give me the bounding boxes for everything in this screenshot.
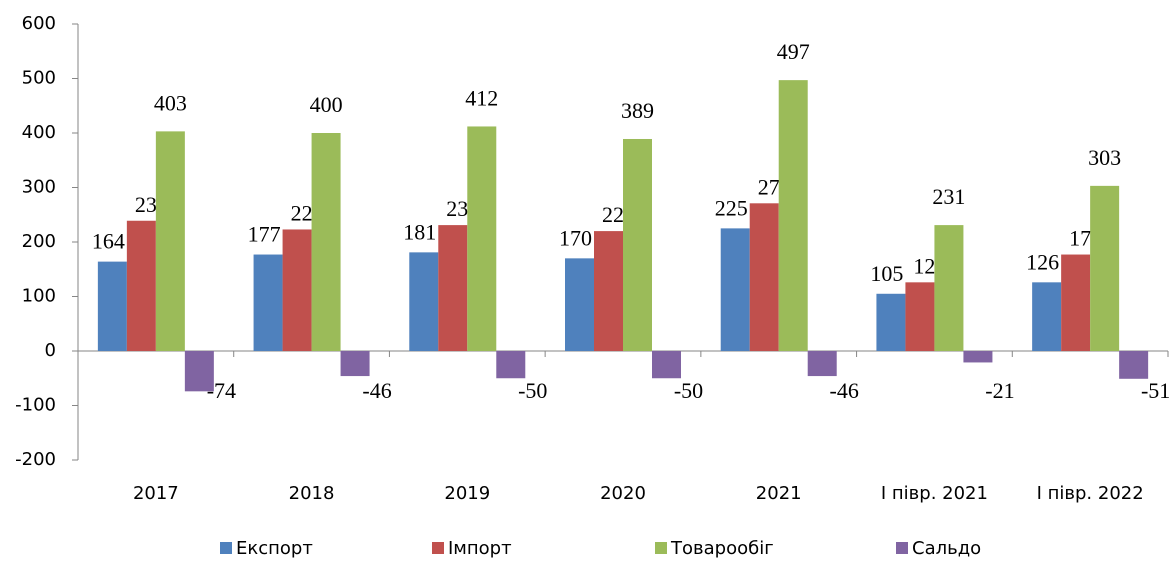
legend-label: Товарообіг [670,538,774,559]
data-label: 403 [154,90,187,115]
x-tick-label: 2018 [289,483,335,504]
y-tick-label: 500 [22,68,56,89]
y-tick-label: -100 [15,395,56,416]
x-tick-label: І півр. 2021 [881,483,988,504]
data-label: 164 [92,229,125,254]
data-label: 412 [465,86,498,111]
y-tick-label: 0 [45,340,56,361]
legend-swatch [220,542,232,554]
data-label: 400 [310,92,343,117]
data-label: 126 [1026,249,1059,274]
bar [184,351,214,392]
legend-swatch [896,542,908,554]
bar [340,351,370,377]
data-label: 170 [559,225,592,250]
x-tick-label: 2019 [444,483,490,504]
data-label: -74 [207,378,236,403]
bar [565,258,594,351]
bar [155,131,185,351]
y-tick-label: 400 [22,122,56,143]
bar [652,351,681,379]
legend-swatch [432,542,444,554]
bar [438,225,468,351]
data-label: 303 [1088,145,1121,170]
data-label: -51 [1141,378,1170,403]
data-label: -46 [362,378,391,403]
data-label: 181 [403,219,436,244]
bar [409,252,439,351]
x-tick-label: 2017 [133,483,179,504]
bar [720,228,750,351]
data-label: 389 [621,98,654,123]
data-label: 231 [932,184,965,209]
bar [126,220,156,351]
bar [594,231,623,351]
y-tick-label: 200 [22,231,56,252]
legend-label: Сальдо [912,538,981,559]
bar [963,351,993,363]
bar [467,126,497,352]
bar [97,261,127,351]
y-tick-label: -200 [15,449,56,470]
bar [876,293,906,351]
bar [1119,351,1149,379]
data-label: -21 [985,378,1014,403]
y-tick-label: 300 [22,177,56,198]
x-tick-label: 2021 [756,483,802,504]
data-label: 225 [715,195,748,220]
bar [496,351,526,379]
bar [778,80,808,351]
x-tick-label: 2020 [600,483,646,504]
bar [1032,282,1062,351]
data-label: 105 [870,261,903,286]
x-tick-label: І півр. 2022 [1037,483,1144,504]
y-tick-label: 600 [22,13,56,34]
data-label: -50 [518,378,547,403]
data-label: 177 [248,222,281,247]
legend-swatch [655,542,667,554]
bar [1061,254,1091,351]
bar [934,225,964,351]
bar [623,138,652,351]
bar [311,133,341,351]
bar [282,229,312,351]
legend-label: Імпорт [448,538,512,559]
bar [807,351,837,377]
y-tick-label: 100 [22,286,56,307]
bar [253,254,283,351]
bar [1090,185,1120,351]
data-label: -50 [674,378,703,403]
data-label: 497 [777,39,810,64]
data-label: -46 [830,378,859,403]
bar [905,282,935,351]
legend-label: Експорт [236,538,313,559]
bar [749,203,779,351]
